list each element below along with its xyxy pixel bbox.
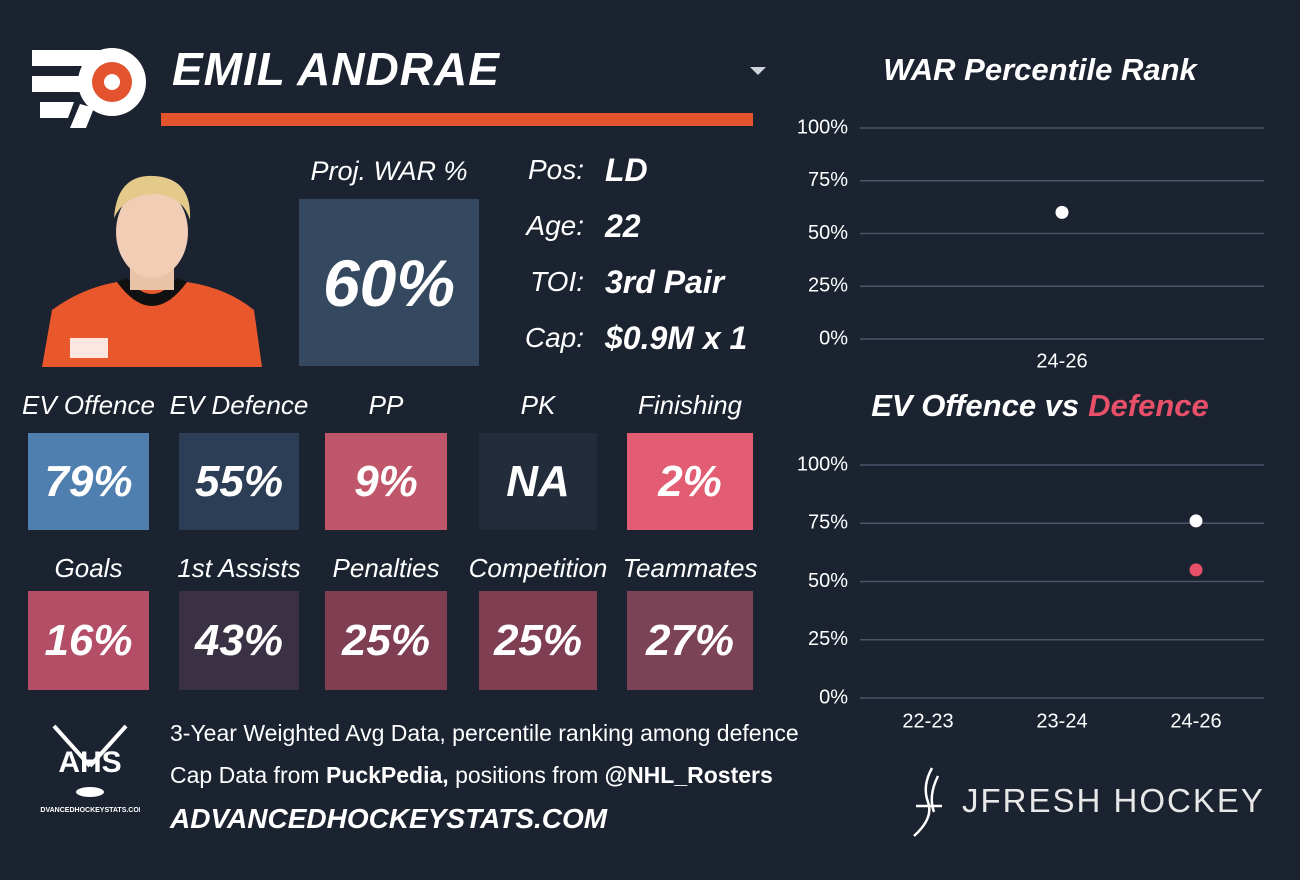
tile-label: 1st Assists xyxy=(177,553,301,583)
x-tick-label: 23-24 xyxy=(1036,710,1087,732)
brand-logo xyxy=(913,767,942,837)
y-tick-label: 100% xyxy=(797,116,848,138)
tile-label: Finishing xyxy=(637,390,743,420)
tile-label: PP xyxy=(368,390,404,420)
tile-label: EV Defence xyxy=(169,390,309,420)
tile-label: PK xyxy=(520,390,556,420)
point xyxy=(1055,205,1069,219)
credit-text: Cap Data from xyxy=(170,762,320,788)
tile-value: 2% xyxy=(627,433,753,530)
info-value: 3rd Pair xyxy=(605,264,725,300)
tile-value: 25% xyxy=(325,591,447,690)
tile-label: Penalties xyxy=(332,553,440,583)
y-tick-label: 50% xyxy=(808,570,848,592)
tile-value: 25% xyxy=(479,591,597,690)
y-tick-label: 75% xyxy=(808,169,848,191)
x-tick-label: 22-23 xyxy=(902,710,953,732)
credit-source: PuckPedia, xyxy=(325,762,449,788)
y-tick-label: 25% xyxy=(808,628,848,650)
tile-value: 55% xyxy=(179,433,299,530)
tile-value: 27% xyxy=(627,591,753,690)
x-tick-label: 24-26 xyxy=(1036,350,1087,372)
y-tick-label: 0% xyxy=(819,686,848,708)
point xyxy=(1189,563,1203,577)
credit-text: positions from xyxy=(455,762,599,788)
info-value: $0.9M x 1 xyxy=(605,320,748,356)
footer-note: 3-Year Weighted Avg Data, percentile ran… xyxy=(170,720,799,746)
title-part: EV Offence vs xyxy=(871,388,1079,423)
name-underline xyxy=(161,113,753,126)
proj-war-label: Proj. WAR % xyxy=(310,156,468,186)
footer-site: ADVANCEDHOCKEYSTATS.COM xyxy=(170,803,608,834)
tile-label: EV Offence xyxy=(22,390,155,420)
ahs-logo-text: AHS xyxy=(58,746,121,779)
tile-value: 79% xyxy=(28,433,149,530)
credit-source: @NHL_Rosters xyxy=(604,762,773,788)
player-name: EMIL ANDRAE xyxy=(172,43,500,95)
tile-label: Teammates xyxy=(622,553,758,583)
tile-value: NA xyxy=(479,433,597,530)
tile-value: 43% xyxy=(179,591,299,690)
ahs-logo-subtext: ADVANCEDHOCKEYSTATS.COM xyxy=(40,807,140,814)
info-label: Age: xyxy=(526,210,584,241)
chart-title: WAR Percentile Rank xyxy=(883,52,1198,87)
tile-value: 9% xyxy=(325,433,447,530)
info-label: Cap: xyxy=(524,322,584,353)
footer-credit: Cap Data from PuckPedia, positions from … xyxy=(170,762,773,789)
info-value: 22 xyxy=(605,208,641,244)
title-part: Defence xyxy=(1088,388,1209,423)
proj-war-value: 60% xyxy=(299,199,479,366)
y-tick-label: 100% xyxy=(797,453,848,475)
tile-value: 16% xyxy=(28,591,149,690)
info-value: LD xyxy=(605,152,648,188)
x-tick-label: 24-26 xyxy=(1170,710,1221,732)
chart-title: EV Offence vs Defence xyxy=(871,388,1209,423)
ahs-logo: AHS ADVANCEDHOCKEYSTATS.COM xyxy=(40,724,140,814)
tile-label: Goals xyxy=(54,553,123,583)
info-label: Pos: xyxy=(527,154,584,185)
y-tick-label: 25% xyxy=(808,275,848,297)
team-logo xyxy=(32,48,146,128)
y-tick-label: 0% xyxy=(819,327,848,349)
info-label: TOI: xyxy=(530,266,584,297)
player-photo xyxy=(42,175,262,367)
player-dropdown[interactable] xyxy=(748,64,768,78)
point xyxy=(1189,514,1203,528)
y-tick-label: 50% xyxy=(808,222,848,244)
title-part: WAR Percentile Rank xyxy=(883,52,1198,87)
tile-label: Competition xyxy=(468,553,608,583)
brand-name: JFRESH HOCKEY xyxy=(962,782,1265,819)
y-tick-label: 75% xyxy=(808,512,848,534)
